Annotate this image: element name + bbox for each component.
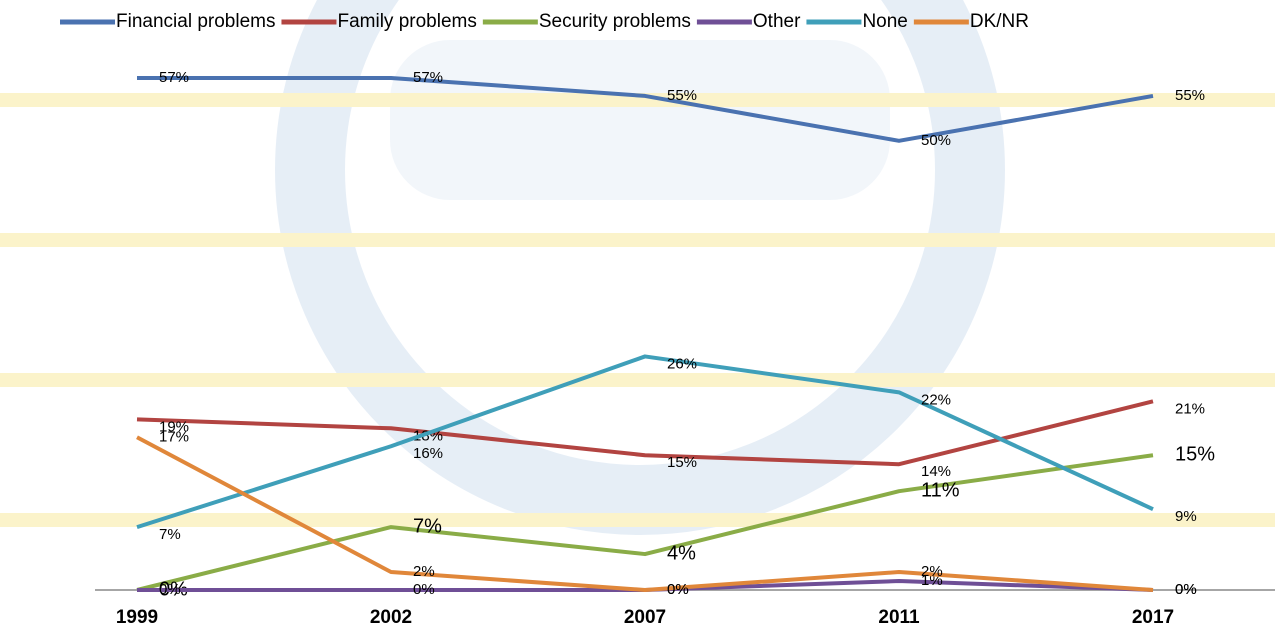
x-tick-label: 2011 — [878, 607, 920, 628]
data-label: 17% — [159, 428, 189, 445]
data-label: 7% — [413, 515, 442, 537]
data-label: 26% — [667, 355, 697, 372]
data-label: 9% — [1175, 508, 1197, 525]
data-label: 57% — [413, 69, 443, 86]
data-label: 4% — [667, 542, 696, 564]
data-label: 0% — [667, 581, 689, 598]
data-label: 0% — [1175, 581, 1197, 598]
series-line — [136, 435, 1154, 592]
data-label: 22% — [921, 391, 951, 408]
x-tick-label: 2017 — [1132, 607, 1174, 628]
series-line — [137, 75, 1154, 143]
data-label: 11% — [921, 479, 960, 501]
data-label: 0% — [1175, 581, 1197, 598]
x-tick-label: 2007 — [624, 607, 666, 628]
data-label: 15% — [1175, 444, 1215, 466]
series-line — [136, 399, 1154, 467]
legend-label: Family problems — [337, 11, 476, 32]
x-tick-label: 2002 — [370, 607, 412, 628]
legend-label: Financial problems — [116, 11, 275, 32]
legend-label: DK/NR — [970, 11, 1029, 32]
data-label: 0% — [159, 581, 181, 598]
legend-label: None — [862, 11, 907, 32]
data-label: 55% — [1175, 87, 1205, 104]
data-label: 2% — [413, 563, 435, 580]
data-label: 50% — [921, 132, 951, 149]
legend-label: Other — [753, 11, 801, 32]
data-label: 57% — [159, 69, 189, 86]
series-line — [136, 354, 1154, 530]
watermark — [0, 0, 1275, 535]
data-label: 2% — [921, 563, 943, 580]
data-label: 55% — [667, 87, 697, 104]
data-label: 15% — [667, 454, 697, 471]
data-label: 21% — [1175, 400, 1205, 417]
legend-label: Security problems — [539, 11, 691, 32]
series-line — [136, 453, 1154, 592]
data-label: 14% — [921, 463, 951, 480]
x-tick-label: 1999 — [116, 607, 158, 628]
data-label: 16% — [413, 445, 443, 462]
data-label: 7% — [159, 526, 181, 543]
data-label: 19% — [159, 418, 189, 435]
data-label: 0% — [413, 581, 435, 598]
